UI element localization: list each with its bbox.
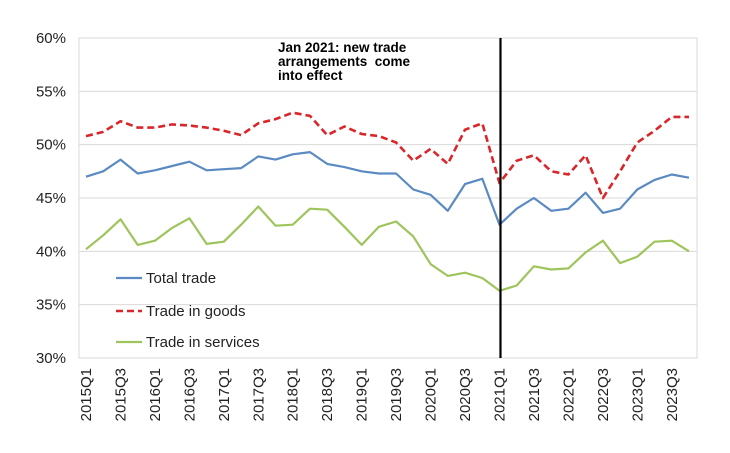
x-tick-label: 2021Q3 [526,368,543,421]
x-tick-label: 2020Q1 [423,368,440,421]
x-tick-label: 2023Q1 [629,368,646,421]
plot-border [78,37,698,359]
x-tick-label: 2018Q3 [319,368,336,421]
x-tick-label: 2023Q3 [664,368,681,421]
y-tick-label: 40% [36,243,66,260]
event-annotation: Jan 2021: new trade arrangements come into… [278,40,411,83]
y-tick-label: 45% [36,190,66,207]
y-tick-label: 30% [36,350,66,367]
x-tick-label: 2018Q1 [285,368,302,421]
x-tick-label: 2015Q1 [78,368,95,421]
annotation-line: into effect [278,68,343,83]
x-tick-label: 2017Q1 [216,368,233,421]
x-axis-ticks: 2015Q1 2015Q3 2016Q1 2016Q3 2017Q1 2017Q3 2018… [78,368,681,421]
y-tick-label: 60% [36,30,66,47]
y-axis-ticks: 30% 35% 40% 45% 50% 55% 60% [36,30,66,367]
x-tick-label: 2017Q3 [250,368,267,421]
legend-label-trade-in-goods: Trade in goods [146,303,246,320]
x-tick-label: 2019Q1 [354,368,371,421]
x-tick-label: 2016Q3 [181,368,198,421]
legend-label-total-trade: Total trade [146,270,216,287]
series-line-total-trade [85,151,690,226]
x-tick-label: 2022Q3 [595,368,612,421]
x-tick-label: 2016Q1 [147,368,164,421]
series-line-trade-in-services [85,205,690,292]
x-tick-label: 2020Q3 [457,368,474,421]
series-group [85,111,690,292]
gridlines [78,37,698,359]
y-tick-label: 55% [36,83,66,100]
legend-label-trade-in-services: Trade in services [146,334,260,351]
annotation-line: Jan 2021: new trade [278,40,407,55]
x-tick-label: 2015Q3 [112,368,129,421]
legend: Total trade Trade in goods Trade in servic… [116,270,260,351]
y-tick-label: 35% [36,297,66,314]
annotation-line: arrangements come [278,54,411,69]
x-tick-label: 2021Q1 [491,368,508,421]
x-tick-label: 2019Q3 [388,368,405,421]
x-tick-label: 2022Q1 [560,368,577,421]
y-tick-label: 50% [36,137,66,154]
series-line-trade-in-goods [85,111,689,200]
